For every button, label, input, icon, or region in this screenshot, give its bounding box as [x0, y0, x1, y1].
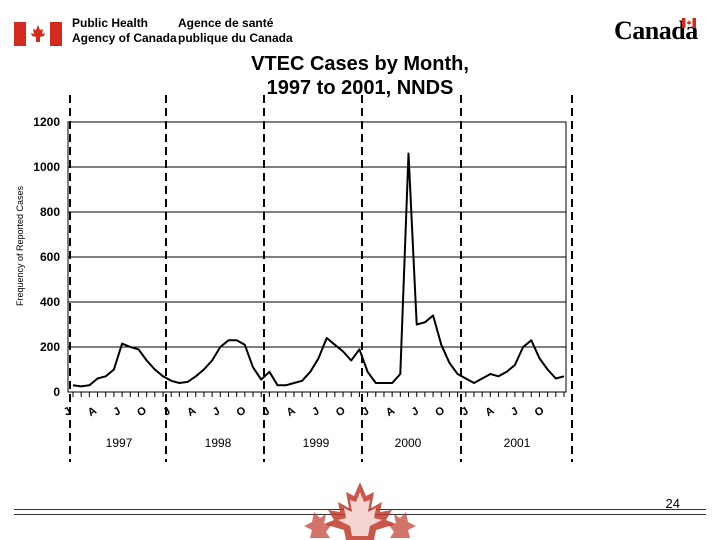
- y-tick-label: 0: [53, 385, 60, 399]
- header: Public Health Agency of Canada Agence de…: [0, 0, 720, 60]
- y-tick-label: 400: [40, 295, 60, 309]
- y-tick-label: 800: [40, 205, 60, 219]
- y-tick-label: 1000: [33, 160, 60, 174]
- month-tick-label: J: [509, 405, 520, 418]
- month-tick-label: A: [384, 405, 397, 419]
- year-label: 2000: [395, 436, 422, 450]
- chart-title: VTEC Cases by Month, 1997 to 2001, NNDS: [160, 52, 560, 100]
- month-tick-label: O: [135, 404, 149, 419]
- month-tick-label: O: [533, 404, 547, 419]
- canada-flag-icon: [14, 22, 62, 46]
- page-number: 24: [665, 496, 680, 511]
- org-name-fr: Agence de santé publique du Canada: [178, 16, 293, 45]
- month-tick-label: O: [433, 404, 447, 419]
- chart-title-line-1: VTEC Cases by Month,: [251, 53, 469, 75]
- month-tick-label: J: [261, 405, 272, 418]
- y-tick-label: 600: [40, 250, 60, 264]
- maple-leaf-icon: [304, 482, 416, 540]
- month-tick-label: J: [310, 405, 321, 418]
- month-tick-label: J: [211, 405, 222, 418]
- org-name-en: Public Health Agency of Canada: [72, 16, 177, 45]
- month-tick-label: J: [410, 405, 421, 418]
- month-tick-label: J: [62, 405, 73, 418]
- month-tick-label: A: [185, 405, 198, 419]
- year-label: 1998: [205, 436, 232, 450]
- month-tick-label: O: [235, 404, 249, 419]
- y-tick-label: 1200: [33, 115, 60, 129]
- month-tick-label: A: [285, 405, 298, 419]
- wordmark-flag-icon: [682, 18, 696, 28]
- year-label: 1999: [303, 436, 330, 450]
- month-tick-label: O: [334, 404, 348, 419]
- month-tick-label: A: [483, 405, 496, 419]
- month-tick-label: J: [112, 405, 123, 418]
- year-label: 2001: [504, 436, 531, 450]
- chart-title-line-2: 1997 to 2001, NNDS: [266, 77, 454, 99]
- y-tick-label: 200: [40, 340, 60, 354]
- y-axis-label: Frequency of Reported Cases: [15, 185, 25, 306]
- month-tick-label: A: [86, 405, 99, 419]
- month-tick-label: J: [459, 405, 470, 418]
- series-line: [72, 152, 565, 388]
- year-label: 1997: [106, 436, 133, 450]
- month-tick-label: J: [360, 405, 371, 418]
